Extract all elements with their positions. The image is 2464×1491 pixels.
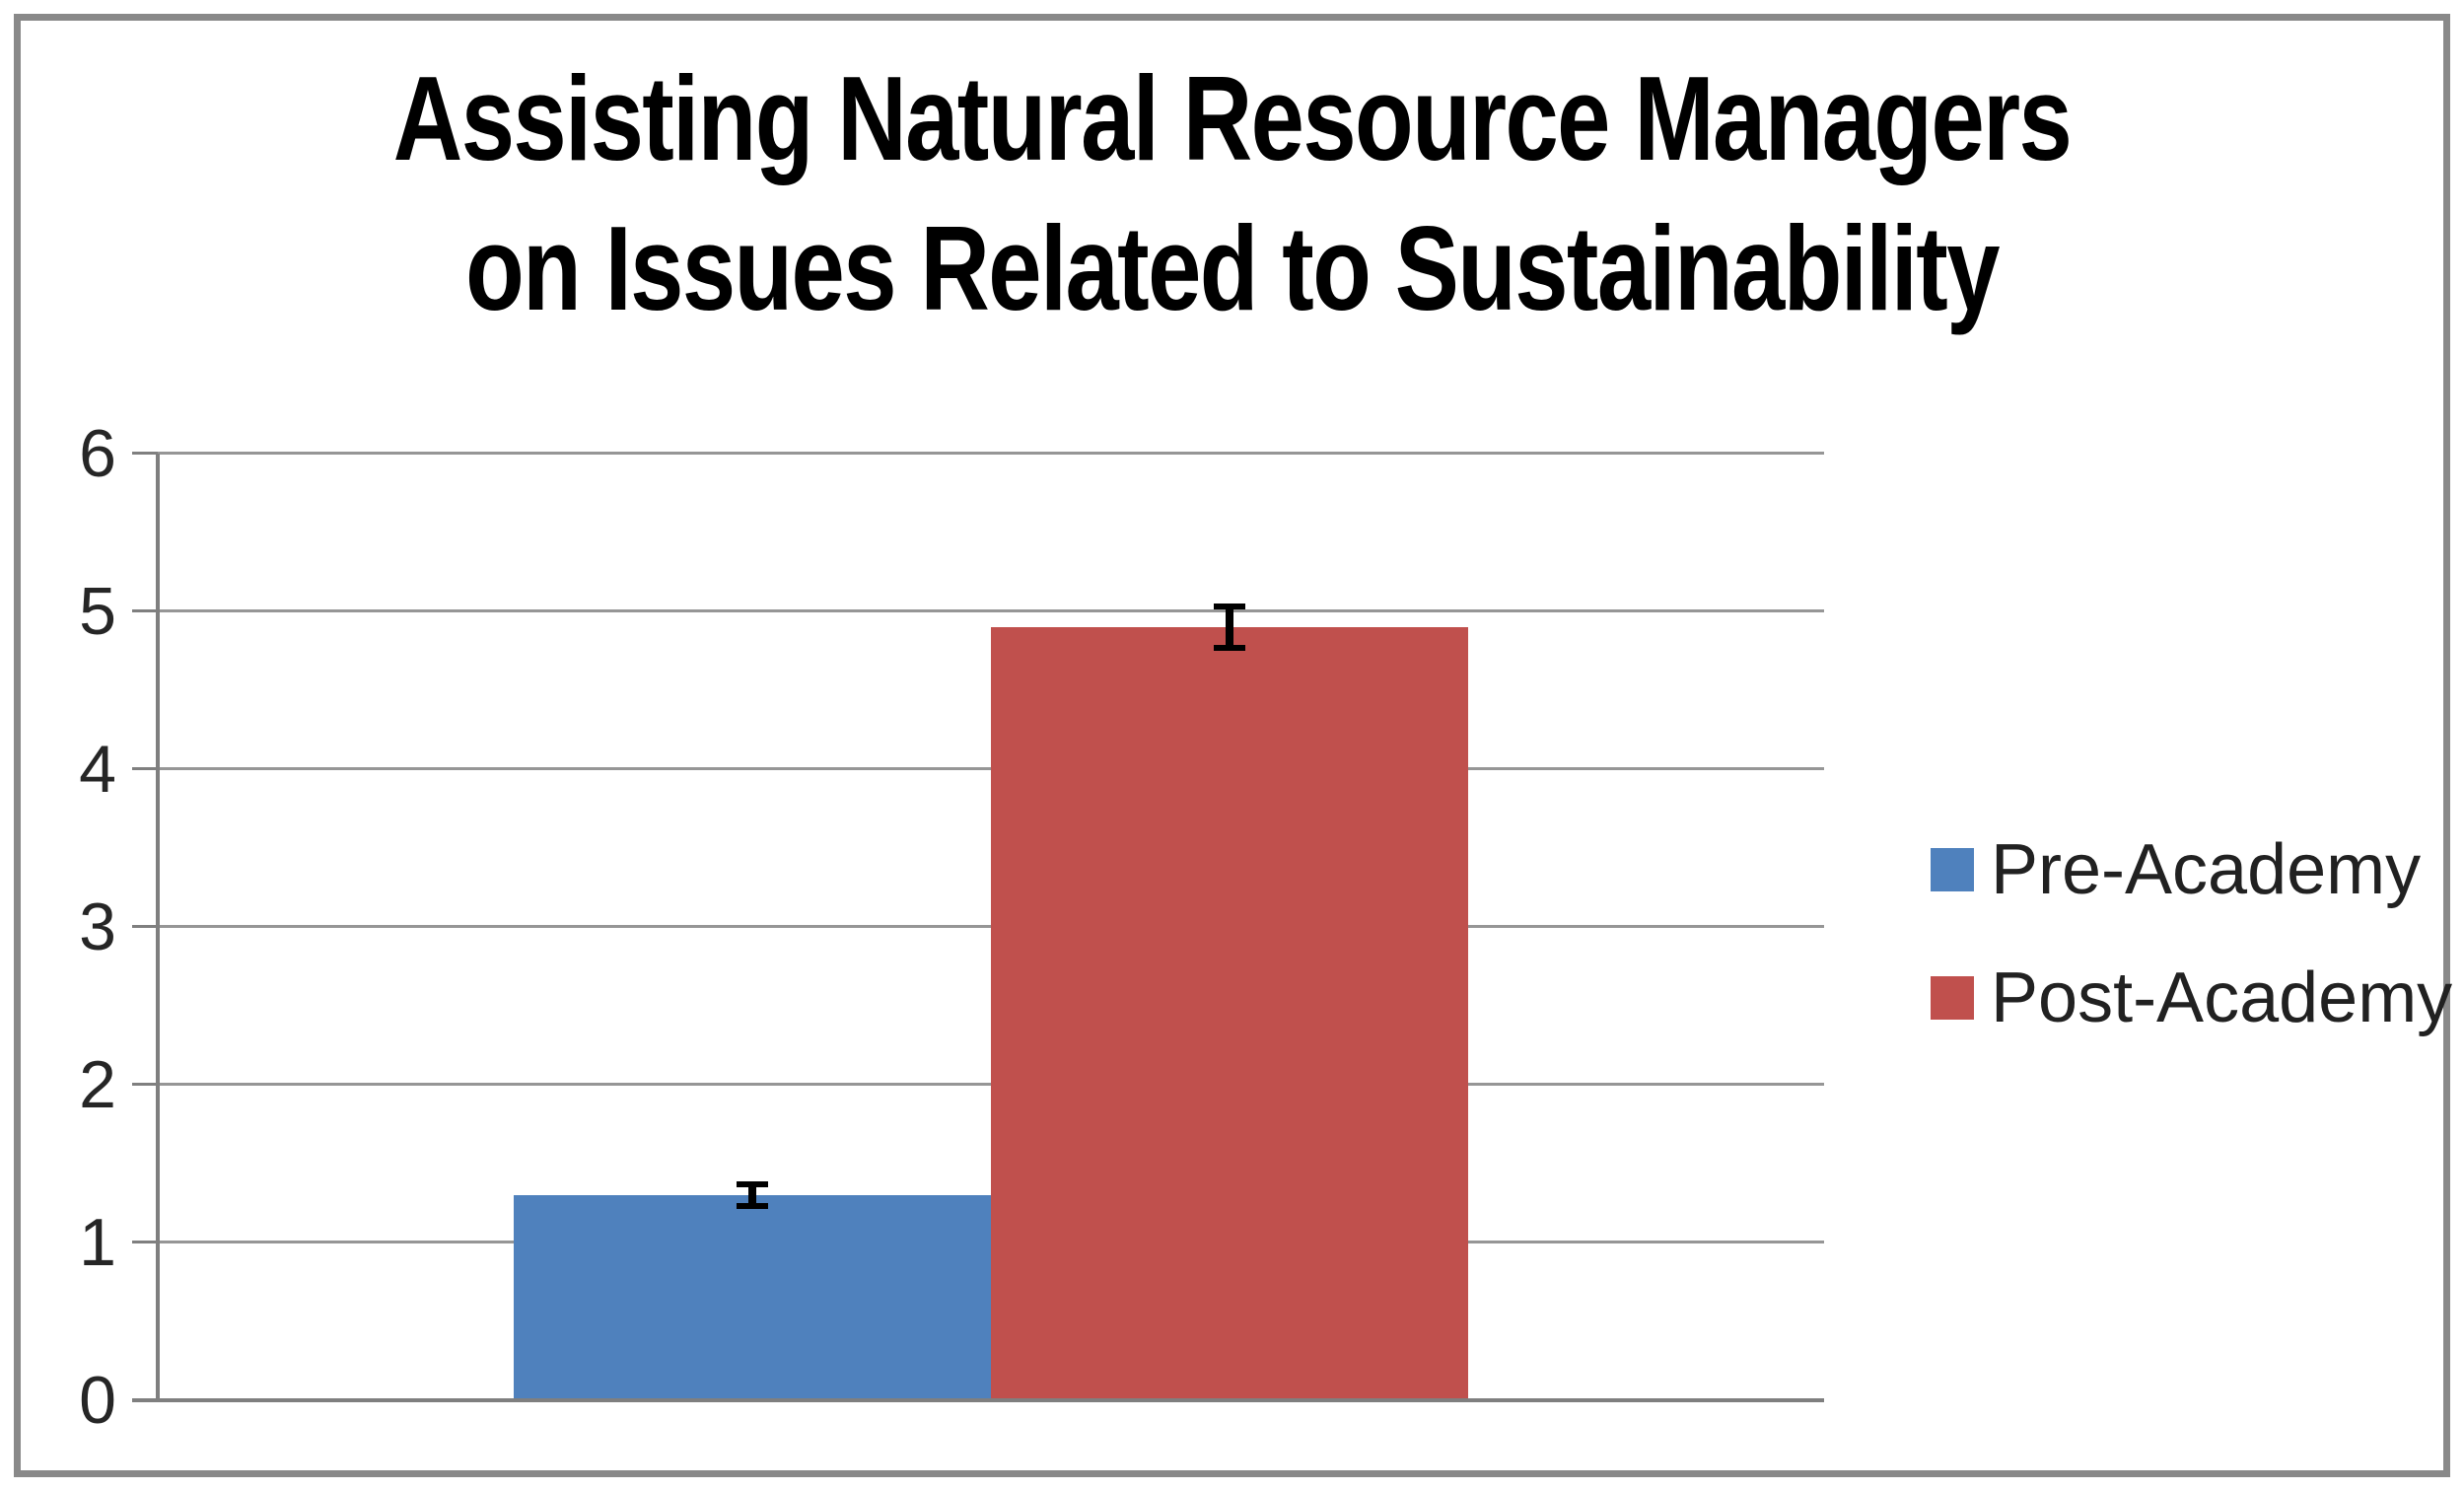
error-bar-post-academy — [1214, 604, 1245, 651]
y-axis-tick-4 — [132, 767, 158, 770]
y-tick-label-6: 6 — [79, 416, 116, 491]
y-axis-tick-3 — [132, 925, 158, 928]
chart-title-line-1: Assisting Natural Resource Managers — [392, 51, 2073, 185]
y-tick-label-2: 2 — [79, 1047, 116, 1122]
y-axis-tick-2 — [132, 1083, 158, 1086]
chart-title: Assisting Natural Resource Managers on I… — [246, 43, 2218, 343]
bar-pre-academy — [514, 1195, 991, 1400]
y-axis-tick-1 — [132, 1241, 158, 1243]
gridline-6 — [158, 452, 1824, 455]
error-bar-stem — [748, 1180, 756, 1210]
y-axis-tick-6 — [132, 452, 158, 455]
y-tick-label-0: 0 — [79, 1363, 116, 1438]
chart-title-line-2: on Issues Related to Sustainability — [465, 201, 2000, 335]
y-axis-tick-5 — [132, 609, 158, 612]
y-tick-label-1: 1 — [79, 1205, 116, 1280]
y-axis-line — [156, 454, 160, 1402]
legend-label-pre-academy: Pre-Academy — [1991, 830, 2422, 909]
y-tick-label-4: 4 — [79, 732, 116, 807]
gridline-5 — [158, 609, 1824, 612]
error-bar-pre-academy — [737, 1180, 768, 1210]
legend-swatch-post-academy — [1931, 976, 1974, 1020]
legend-item-post-academy: Post-Academy — [1931, 962, 2452, 1033]
legend-label-post-academy: Post-Academy — [1991, 958, 2453, 1037]
bar-post-academy — [991, 627, 1468, 1400]
y-tick-label-5: 5 — [79, 574, 116, 649]
legend-swatch-pre-academy — [1931, 848, 1974, 891]
legend: Pre-Academy Post-Academy — [1931, 834, 2452, 1033]
legend-item-pre-academy: Pre-Academy — [1931, 834, 2452, 905]
chart-border-frame — [14, 14, 2450, 1477]
y-tick-label-3: 3 — [79, 889, 116, 964]
error-bar-stem — [1226, 604, 1233, 651]
x-axis-line — [132, 1398, 1824, 1402]
